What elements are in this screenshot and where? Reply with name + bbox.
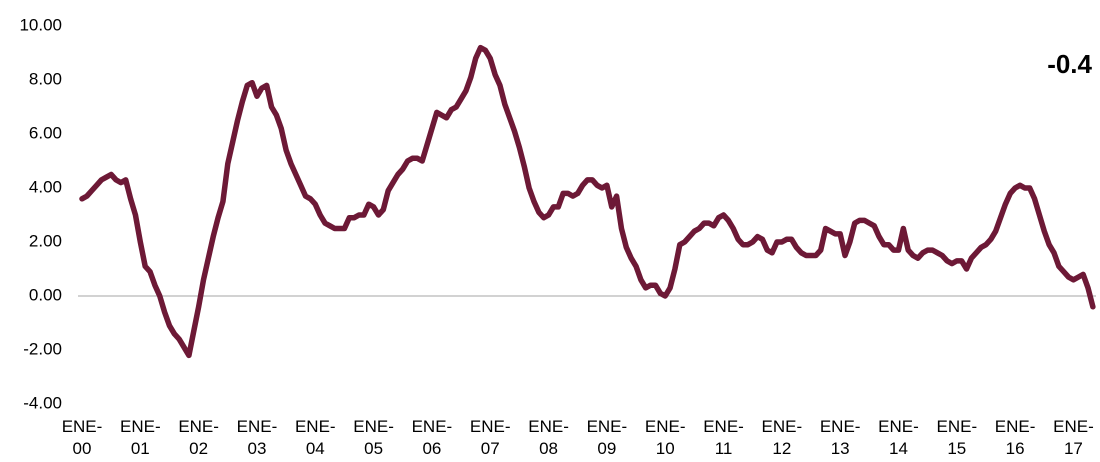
- x-tick-label: ENE-15: [936, 417, 977, 458]
- x-tick-label: ENE-14: [878, 417, 919, 458]
- y-tick-label: 10.00: [19, 15, 62, 34]
- x-tick-label: ENE-08: [528, 417, 569, 458]
- x-tick-label: ENE-17: [1053, 417, 1094, 458]
- y-tick-label: 0.00: [29, 285, 62, 304]
- x-tick-label: ENE-01: [120, 417, 161, 458]
- y-tick-label: 6.00: [29, 123, 62, 142]
- x-tick-label: ENE-09: [587, 417, 628, 458]
- x-tick-label: ENE-00: [62, 417, 103, 458]
- x-tick-label: ENE-05: [353, 417, 394, 458]
- x-tick-label: ENE-11: [703, 417, 744, 458]
- y-tick-label: 2.00: [29, 231, 62, 250]
- x-tick-label: ENE-07: [470, 417, 511, 458]
- x-tick-label: ENE-02: [178, 417, 219, 458]
- x-tick-label: ENE-12: [762, 417, 803, 458]
- y-tick-label: 8.00: [29, 69, 62, 88]
- x-tick-label: ENE-16: [995, 417, 1036, 458]
- y-tick-label: -4.00: [23, 393, 62, 412]
- y-tick-label: 4.00: [29, 177, 62, 196]
- x-tick-label: ENE-10: [645, 417, 686, 458]
- x-tick-label: ENE-06: [412, 417, 453, 458]
- data-line: [79, 44, 1096, 359]
- x-tick-label: ENE-04: [295, 417, 336, 458]
- x-tick-label: ENE-13: [820, 417, 861, 458]
- y-tick-label: -2.00: [23, 339, 62, 358]
- annotation: -0.4: [1047, 49, 1092, 79]
- x-tick-label: ENE-03: [237, 417, 278, 458]
